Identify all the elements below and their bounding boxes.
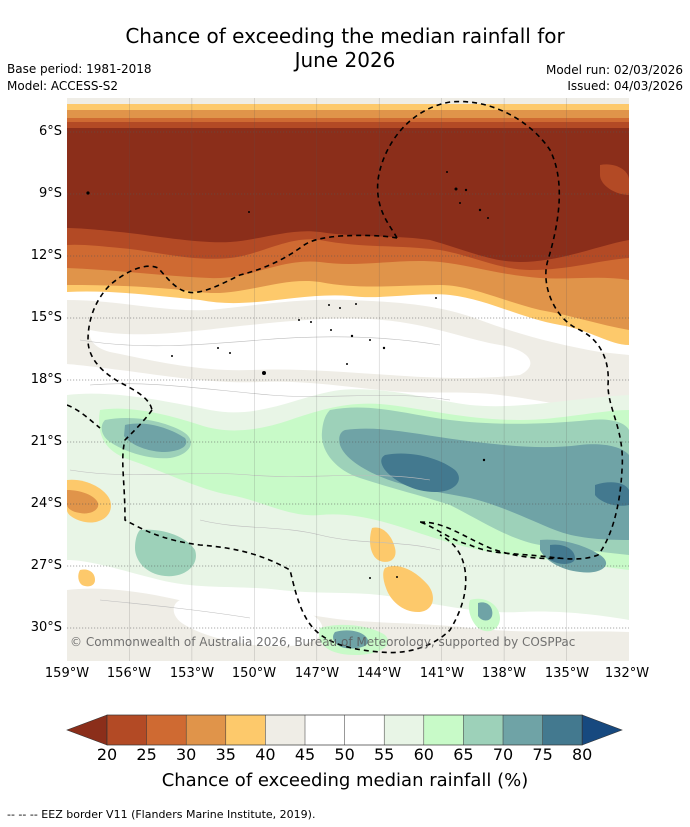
- colorbar-bin-20-25: [107, 715, 147, 745]
- white-patch-south: [173, 598, 323, 647]
- dry-patch-central: [370, 527, 433, 612]
- colorbar: [66, 714, 623, 746]
- colorbar-tick-55: 55: [374, 745, 395, 764]
- lat-label-15s: 15°S: [30, 310, 62, 325]
- lighter-patch-north: [600, 164, 629, 195]
- lon-label-144w: 144°W: [356, 666, 402, 681]
- lon-label-132w: 132°W: [604, 666, 650, 681]
- colorbar-title: Chance of exceeding median rainfall (%): [161, 770, 529, 791]
- lat-label-24s: 24°S: [30, 496, 62, 511]
- colorbar-bin-75-80: [542, 715, 583, 745]
- colorbar-tick-70: 70: [492, 745, 514, 764]
- base-period: Base period: 1981-2018: [7, 62, 152, 76]
- lat-label-21s: 21°S: [30, 434, 62, 449]
- lat-label-6s: 6°S: [38, 124, 62, 139]
- lon-label-138w: 138°W: [481, 666, 527, 681]
- colorbar-tick-75: 75: [532, 745, 553, 764]
- map-title-line1: Chance of exceeding the median rainfall …: [125, 24, 565, 48]
- dry-patch-far-west: [78, 569, 95, 587]
- colorbar-bin-40-45: [265, 715, 305, 745]
- model-name: Model: ACCESS-S2: [7, 79, 119, 93]
- lon-label-135w: 135°W: [544, 666, 590, 681]
- eez-footnote: -- -- -- EEZ border V11 (Flanders Marine…: [7, 808, 316, 821]
- colorbar-tick-80: 80: [572, 745, 593, 764]
- colorbar-tick-40: 40: [255, 745, 276, 764]
- colorbar-tick-35: 35: [215, 745, 236, 764]
- lon-label-150w: 150°W: [231, 666, 277, 681]
- lon-label-153w: 153°W: [169, 666, 215, 681]
- band-70-75: [124, 423, 629, 573]
- colorbar-low-extend: [66, 714, 108, 746]
- colorbar-bin-65-70: [463, 715, 503, 745]
- white-zone-central: [89, 318, 531, 379]
- lat-label-18s: 18°S: [30, 372, 62, 387]
- colorbar-tick-50: 50: [334, 745, 355, 764]
- lon-label-156w: 156°W: [106, 666, 152, 681]
- issued-date: Issued: 04/03/2026: [567, 79, 683, 93]
- colorbar-tick-30: 30: [176, 745, 197, 764]
- colorbar-bin-55-60: [384, 715, 424, 745]
- band-below-20: [67, 128, 629, 262]
- dry-patch-west-core: [67, 490, 99, 514]
- colorbar-bin-35-40: [225, 715, 266, 745]
- model-run: Model run: 02/03/2026: [545, 63, 683, 77]
- colorbar-tick-60: 60: [413, 745, 434, 764]
- colorbar-bin-30-35: [186, 715, 226, 745]
- lat-label-30s: 30°S: [30, 620, 62, 635]
- lat-label-9s: 9°S: [38, 186, 62, 201]
- colorbar-tick-20: 20: [96, 745, 118, 764]
- eez-borders: [67, 100, 624, 654]
- colorbar-bin-25-30: [146, 715, 187, 745]
- teal-patch-south: [333, 602, 493, 649]
- colorbar-bin-45-50: [305, 715, 345, 745]
- colorbar-tick-65: 65: [453, 745, 474, 764]
- colorbar-high-extend: [581, 714, 623, 746]
- lon-label-147w: 147°W: [294, 666, 340, 681]
- lon-label-159w: 159°W: [44, 666, 90, 681]
- lat-label-12s: 12°S: [30, 248, 62, 263]
- colorbar-bin-70-75: [503, 715, 543, 745]
- map-copyright: © Commonwealth of Australia 2026, Bureau…: [70, 635, 576, 649]
- band-75-80: [381, 453, 629, 564]
- lat-label-27s: 27°S: [30, 558, 62, 573]
- lon-label-141w: 141°W: [419, 666, 465, 681]
- map-title-line2: June 2026: [294, 48, 396, 72]
- islands: [86, 171, 489, 579]
- colorbar-tick-25: 25: [136, 745, 157, 764]
- colorbar-bin-50-55: [344, 715, 385, 745]
- colorbar-tick-45: 45: [294, 745, 316, 764]
- colorbar-bin-60-65: [423, 715, 464, 745]
